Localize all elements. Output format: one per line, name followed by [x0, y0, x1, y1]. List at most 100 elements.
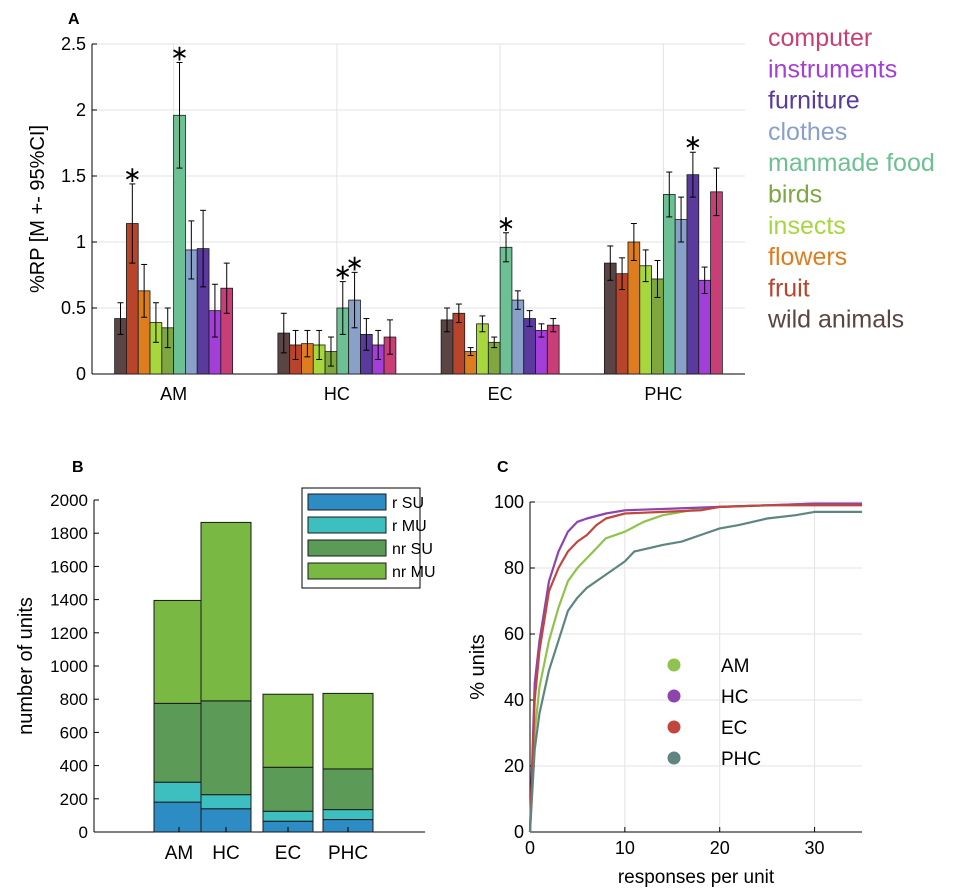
- stacked-bar-segment: [262, 766, 314, 812]
- panel-b-letter: B: [72, 459, 84, 476]
- y-tick-label: 20: [504, 756, 524, 776]
- y-tick-label: 0.5: [61, 298, 86, 318]
- y-axis-label: % units: [467, 634, 489, 700]
- y-tick-label: 2: [76, 100, 86, 120]
- legend-label: nr MU: [392, 564, 436, 581]
- legend-entry: wild animals: [767, 306, 904, 334]
- y-tick-label: 2000: [50, 491, 88, 510]
- stacked-bar-segment: [153, 599, 205, 704]
- x-tick-label: PHC: [644, 384, 682, 404]
- bar: [627, 241, 641, 375]
- significance-marker: ∗: [170, 40, 188, 65]
- legend-label: r SU: [392, 495, 424, 512]
- stacked-bar-segment: [200, 521, 252, 702]
- x-axis-label: responses per unit: [618, 867, 775, 888]
- x-tick-label: 30: [805, 838, 825, 858]
- stacked-bar-segment: [322, 768, 374, 811]
- x-tick-label: 20: [710, 838, 730, 858]
- panel-a-letter: A: [68, 11, 80, 28]
- legend-entry: fruit: [768, 274, 810, 302]
- x-tick-label: AM: [165, 843, 194, 864]
- stacked-bar-segment: [200, 794, 252, 810]
- y-tick-label: 0: [514, 822, 524, 842]
- legend-label: nr SU: [392, 541, 433, 558]
- legend-entry: computer: [768, 24, 872, 52]
- bar: [546, 324, 560, 375]
- series-line: [528, 510, 862, 833]
- y-tick-label: 100: [494, 492, 524, 512]
- x-tick-label: AM: [160, 384, 187, 404]
- y-tick-label: 1.5: [61, 166, 86, 186]
- y-tick-label: 60: [504, 624, 524, 644]
- legend-swatch: [307, 562, 387, 580]
- significance-marker: ∗: [497, 211, 515, 236]
- legend-marker: [667, 751, 681, 765]
- y-tick-label: 800: [60, 690, 88, 709]
- legend-label: r MU: [392, 518, 427, 535]
- y-tick-label: 1: [76, 232, 86, 252]
- significance-marker: ∗: [684, 130, 702, 155]
- bar: [710, 191, 723, 375]
- panel-a: A00.511.522.5AM HC EC PHC%RP [M +- 95%CI] ∗∗…: [27, 11, 935, 404]
- bar: [686, 174, 700, 375]
- legend-entry: manmade food: [768, 149, 935, 177]
- stacked-bar-segment: [262, 810, 314, 822]
- stacked-bar-segment: [200, 700, 252, 796]
- y-tick-label: 0: [76, 364, 86, 384]
- x-tick-label: PHC: [328, 843, 368, 864]
- legend-swatch: [307, 516, 387, 534]
- series-line: [528, 504, 862, 833]
- significance-marker: ∗: [334, 260, 352, 285]
- bar: [698, 279, 711, 375]
- series-line: [528, 502, 862, 833]
- legend-label: HC: [721, 687, 748, 708]
- bar: [674, 219, 688, 375]
- significance-marker: ∗: [123, 162, 141, 187]
- y-tick-label: 0: [79, 823, 88, 842]
- legend-entry: instruments: [768, 55, 897, 83]
- legend-swatch: [307, 539, 387, 557]
- y-axis-label: %RP [M +- 95%CI]: [27, 125, 49, 293]
- stacked-bar-segment: [153, 702, 205, 783]
- x-tick-label: EC: [488, 384, 513, 404]
- y-tick-label: 1000: [50, 657, 88, 676]
- legend-entry: flowers: [768, 243, 847, 271]
- y-tick-label: 400: [60, 757, 88, 776]
- y-tick-label: 2.5: [61, 34, 86, 54]
- y-tick-label: 1600: [50, 557, 88, 576]
- legend-entry: clothes: [768, 118, 847, 146]
- x-tick-label: EC: [275, 843, 301, 864]
- y-tick-label: 80: [504, 558, 524, 578]
- y-tick-label: 1200: [50, 624, 88, 643]
- panel-c: C 0 20 40 60 80 100 0 10 20 30 responses per unit % …: [467, 459, 862, 888]
- stacked-bar-segment: [153, 781, 205, 803]
- y-tick-label: 1800: [50, 524, 88, 543]
- stacked-bar-segment: [262, 693, 314, 768]
- bar: [499, 246, 513, 375]
- legend-entry: insects: [768, 212, 846, 240]
- stacked-bar-segment: [322, 809, 374, 821]
- legend-label: AM: [721, 656, 750, 677]
- y-tick-label: 40: [504, 690, 524, 710]
- legend-label: EC: [721, 718, 747, 739]
- panel-c-letter: C: [497, 459, 509, 476]
- significance-marker: ∗: [345, 250, 363, 275]
- legend-marker: [667, 720, 681, 734]
- y-axis-label: number of units: [15, 597, 37, 735]
- y-tick-label: 600: [60, 723, 88, 742]
- x-tick-label: HC: [324, 384, 350, 404]
- x-tick-label: 0: [525, 838, 535, 858]
- x-tick-label: 10: [615, 838, 635, 858]
- stacked-bar-segment: [322, 692, 374, 770]
- y-tick-label: 1400: [50, 591, 88, 610]
- panel-b: B 0 200 400 600 800 1000 1200 1400 1600 1800 2000 nu…: [15, 459, 436, 864]
- legend-marker: [667, 658, 681, 672]
- legend-entry: furniture: [768, 87, 860, 115]
- legend-swatch: [307, 493, 387, 511]
- legend-label: PHC: [721, 749, 761, 770]
- y-tick-label: 200: [60, 790, 88, 809]
- bar: [662, 194, 676, 375]
- x-tick-label: HC: [212, 843, 239, 864]
- legend-entry: birds: [768, 181, 822, 209]
